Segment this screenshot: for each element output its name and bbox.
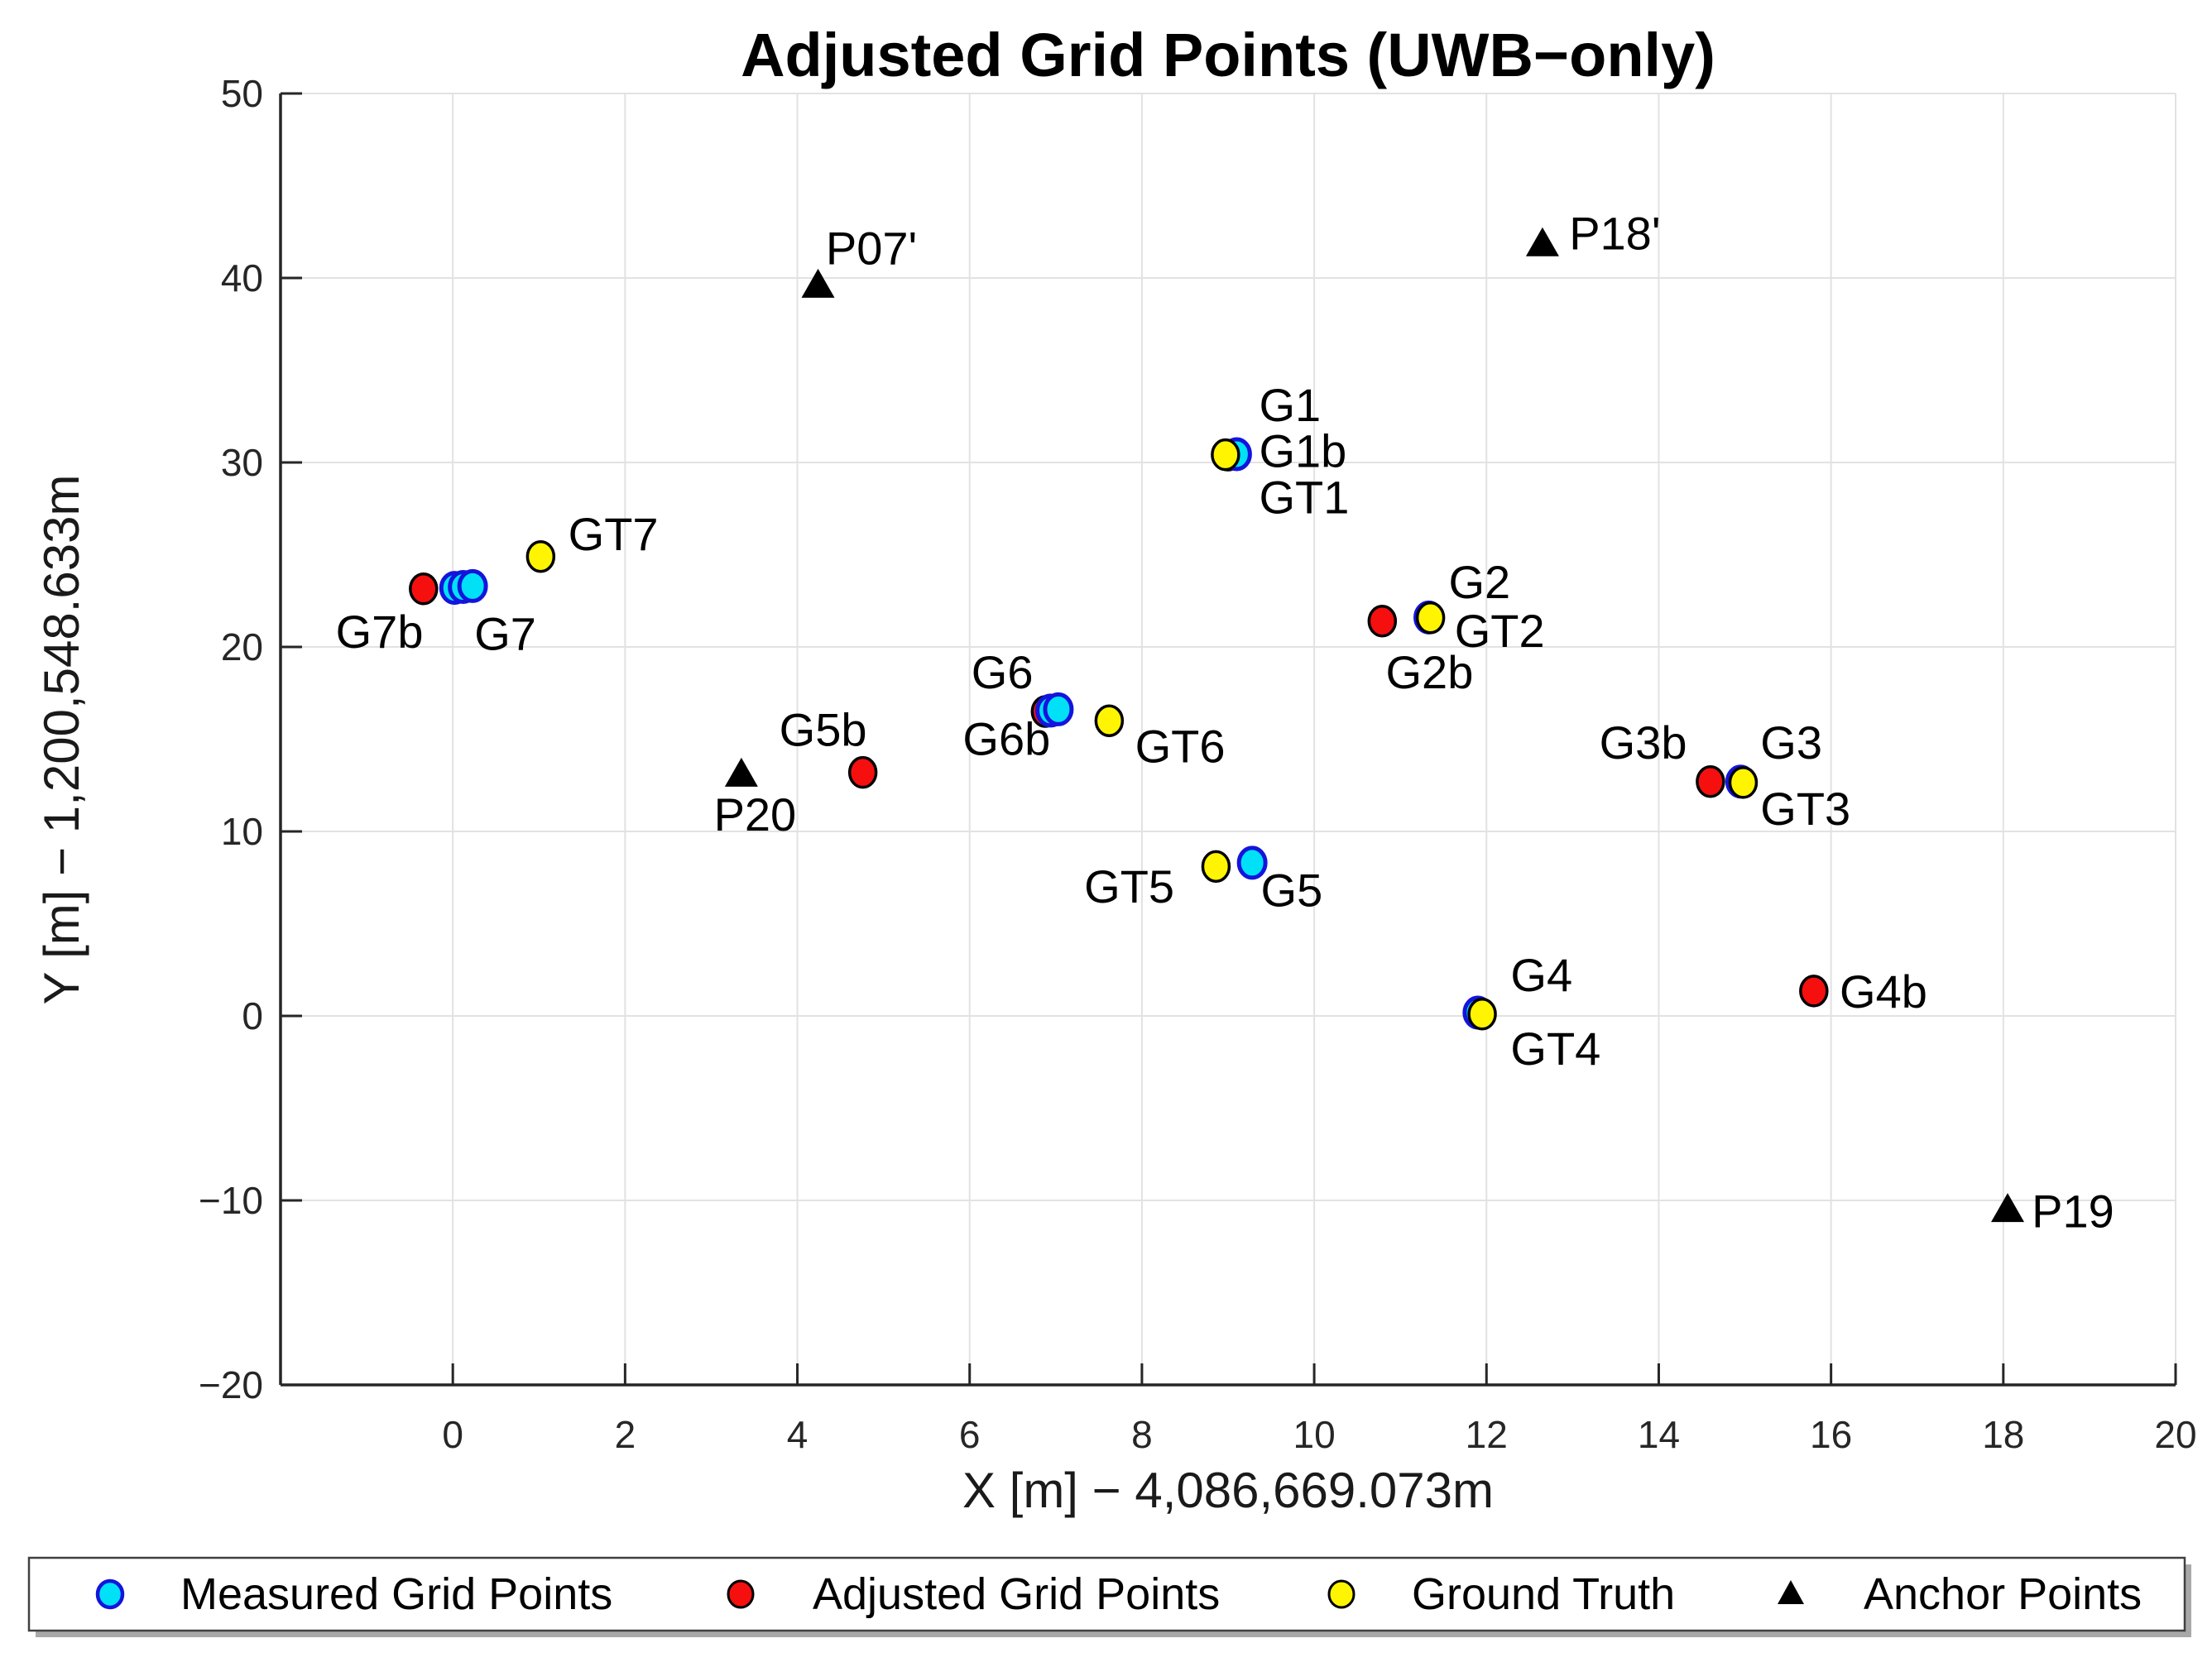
point-label: G3b <box>1600 716 1687 769</box>
legend: Measured Grid Points Adjusted Grid Point… <box>27 1556 2191 1637</box>
y-tick-label: 0 <box>242 994 263 1037</box>
data-point-marker <box>1043 692 1074 726</box>
point-label: P19 <box>2032 1185 2114 1237</box>
legend-marker-ground-truth-icon <box>1327 1579 1356 1609</box>
point-label: G2 <box>1448 556 1510 608</box>
data-point-marker <box>1799 975 1829 1008</box>
point-label: GT2 <box>1455 605 1545 657</box>
x-tick-label: 0 <box>442 1413 463 1456</box>
x-tick-label: 20 <box>2154 1413 2196 1456</box>
x-tick-label: 12 <box>1466 1413 1508 1456</box>
data-points <box>409 227 2025 1223</box>
point-label: G5b <box>780 703 867 755</box>
point-label: G5 <box>1261 864 1323 916</box>
y-tick-label: −20 <box>199 1363 263 1406</box>
chart-title: Adjusted Grid Points (UWB−only) <box>741 21 1715 89</box>
data-point-marker <box>1094 704 1125 737</box>
x-tick-label: 4 <box>787 1413 809 1456</box>
data-point-marker <box>847 755 878 789</box>
point-label: GT7 <box>569 508 659 560</box>
point-label: G1b <box>1259 425 1346 477</box>
data-point-marker <box>457 568 488 603</box>
point-label: GT4 <box>1510 1023 1600 1075</box>
axes <box>279 93 2176 1387</box>
legend-label-measured: Measured Grid Points <box>180 1569 612 1619</box>
legend-triangle-icon <box>1778 1580 1804 1604</box>
y-tick-label: 50 <box>221 72 263 115</box>
data-point-marker <box>409 572 439 606</box>
x-tick-label: 18 <box>1982 1413 2024 1456</box>
point-label: G6 <box>972 646 1034 698</box>
data-point-marker <box>1211 438 1240 472</box>
tick-labels: 0 2 4 6 8 10 12 14 16 18 20 −20 −10 0 10 20 30 40 50 <box>199 72 2197 1456</box>
y-tick-label: 10 <box>221 810 263 853</box>
y-tick-label: 40 <box>221 256 263 299</box>
legend-label-adjusted: Adjusted Grid Points <box>813 1569 1220 1619</box>
anchor-point-marker <box>1525 227 1559 256</box>
legend-circle-icon <box>1327 1579 1356 1609</box>
point-label: G4 <box>1510 949 1572 1001</box>
point-label: P07' <box>826 222 917 274</box>
x-tick-label: 14 <box>1638 1413 1680 1456</box>
legend-circle-icon <box>727 1579 755 1609</box>
anchor-point-marker <box>724 757 758 787</box>
point-label: G2b <box>1385 646 1473 698</box>
data-point-marker <box>1415 601 1446 635</box>
legend-box <box>27 1556 2186 1632</box>
anchor-point-marker <box>1991 1193 2025 1223</box>
anchor-point-marker <box>801 268 835 298</box>
data-point-marker <box>1467 998 1497 1031</box>
point-label: G7 <box>474 607 536 659</box>
data-point-marker <box>1201 850 1231 884</box>
x-tick-label: 2 <box>615 1413 636 1456</box>
x-tick-label: 16 <box>1810 1413 1852 1456</box>
data-point-marker <box>525 539 556 573</box>
legend-marker-anchor-icon <box>1778 1580 1804 1604</box>
y-tick-label: 20 <box>221 625 263 668</box>
point-label: G7b <box>336 606 424 658</box>
point-label: G6b <box>962 713 1050 765</box>
tick-marks <box>281 92 2177 1387</box>
legend-marker-measured-icon <box>95 1578 125 1610</box>
point-label: GT6 <box>1135 720 1226 772</box>
point-label: GT5 <box>1084 860 1174 913</box>
legend-circle-icon <box>95 1578 125 1610</box>
point-label: G3 <box>1760 716 1822 769</box>
x-axis-label: X [m] − 4,086,669.073m <box>962 1463 1494 1518</box>
data-point-marker <box>1728 766 1759 799</box>
data-point-marker <box>1236 845 1268 880</box>
y-tick-label: −10 <box>199 1179 263 1222</box>
x-tick-label: 6 <box>959 1413 981 1456</box>
point-label: G1 <box>1259 379 1321 431</box>
point-label: P20 <box>714 788 797 841</box>
x-tick-label: 8 <box>1131 1413 1153 1456</box>
data-point-marker <box>1696 765 1725 798</box>
legend-label-ground-truth: Ground Truth <box>1412 1569 1675 1619</box>
legend-label-anchor: Anchor Points <box>1864 1569 2142 1619</box>
point-label: P18' <box>1569 207 1660 259</box>
point-label: G4b <box>1840 965 1927 1018</box>
point-label: GT3 <box>1760 783 1850 835</box>
legend-marker-adjusted-icon <box>727 1579 755 1609</box>
x-tick-label: 10 <box>1293 1413 1336 1456</box>
data-point-marker <box>1367 605 1398 638</box>
point-label: GT1 <box>1259 471 1349 523</box>
y-tick-label: 30 <box>221 441 263 484</box>
y-axis-label: Y [m] − 1,200,548.633m <box>34 475 89 1005</box>
